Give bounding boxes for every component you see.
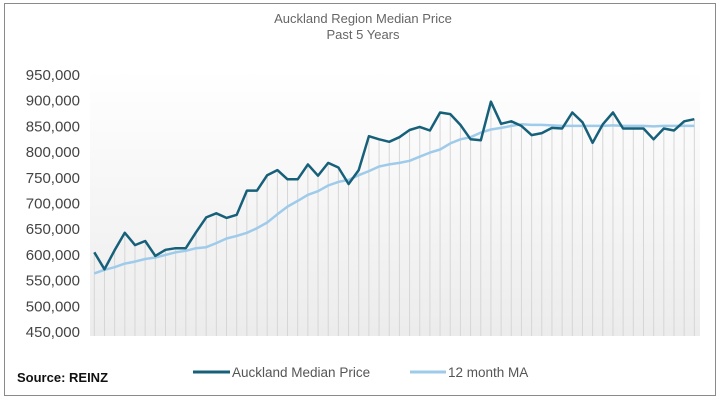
y-tick-label: 900,000	[26, 93, 80, 110]
y-tick-label: 800,000	[26, 144, 80, 161]
series-line-median	[93, 100, 695, 271]
legend-label-median: Auckland Median Price	[232, 365, 370, 380]
y-tick-label: 700,000	[26, 196, 80, 213]
plot-area	[90, 70, 700, 336]
source-label: Source: REINZ	[17, 370, 108, 385]
series-line-ma	[93, 123, 695, 275]
chart-title: Auckland Region Median Price	[274, 11, 452, 26]
chart-subtitle: Past 5 Years	[327, 27, 400, 42]
y-tick-label: 650,000	[26, 221, 80, 238]
legend: Auckland Median Price 12 month MA	[193, 365, 528, 380]
y-tick-label: 500,000	[26, 298, 80, 315]
y-tick-label: 850,000	[26, 118, 80, 135]
legend-label-ma: 12 month MA	[448, 365, 528, 380]
y-tick-label: 750,000	[26, 170, 80, 187]
y-tick-label: 950,000	[26, 67, 80, 84]
y-tick-label: 450,000	[26, 324, 80, 341]
y-tick-label: 550,000	[26, 273, 80, 290]
y-tick-label: 600,000	[26, 247, 80, 264]
